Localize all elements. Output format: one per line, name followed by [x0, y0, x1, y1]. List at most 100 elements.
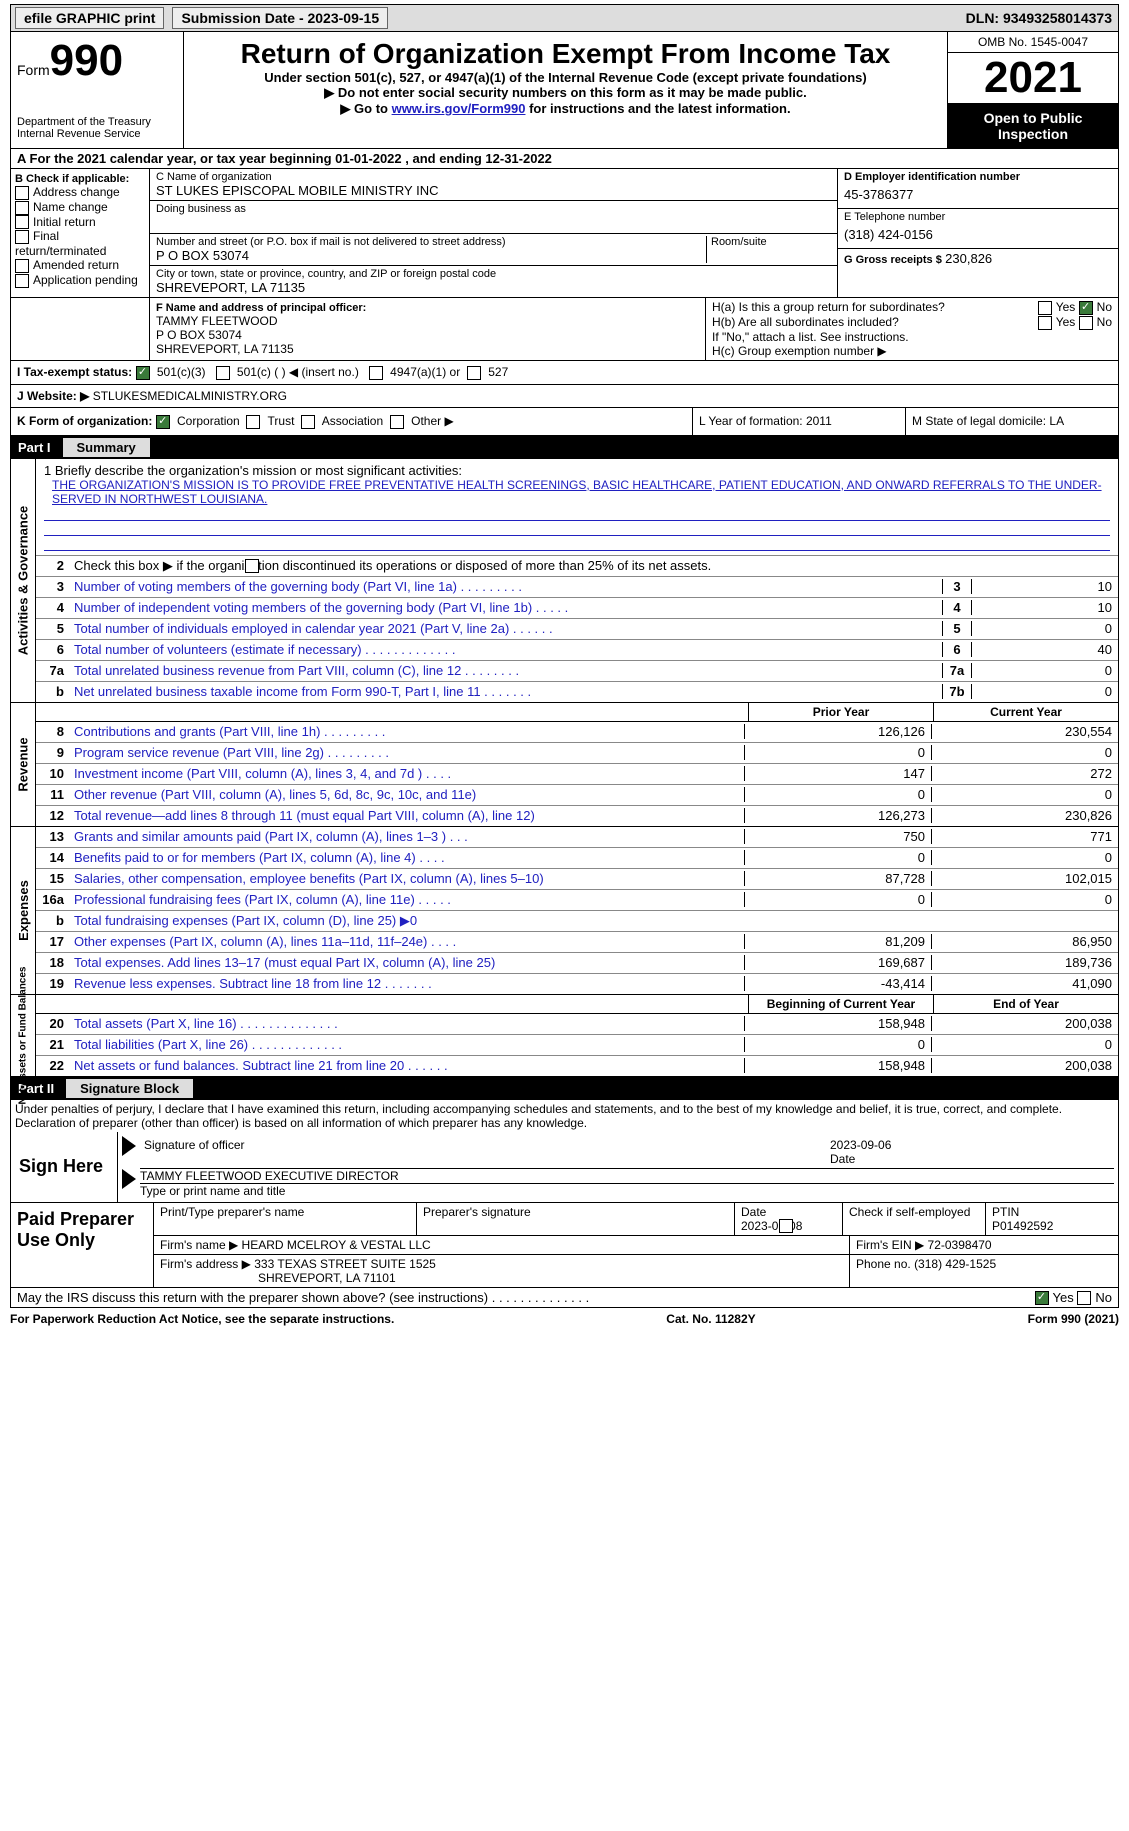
- sig-date: 2023-09-06Date: [830, 1138, 1110, 1166]
- part-1-header: Part I Summary: [10, 436, 1119, 459]
- form-org-label: K Form of organization:: [17, 414, 152, 428]
- chk-discuss-no[interactable]: [1077, 1291, 1091, 1305]
- firm-address: Firm's address ▶ 333 TEXAS STREET SUITE …: [153, 1255, 849, 1287]
- table-row: 19Revenue less expenses. Subtract line 1…: [36, 974, 1118, 994]
- table-row: 21Total liabilities (Part X, line 26) . …: [36, 1035, 1118, 1056]
- sig-arrow-icon: [122, 1136, 136, 1156]
- vtab-revenue: Revenue: [16, 737, 31, 791]
- vtab-expenses: Expenses: [16, 880, 31, 941]
- website-value: STLUKESMEDICALMINISTRY.ORG: [93, 389, 287, 403]
- line-2-text: Check this box ▶ if the organization dis…: [70, 556, 1118, 576]
- h-b-note: If "No," attach a list. See instructions…: [712, 330, 1112, 344]
- omb-number: OMB No. 1545-0047: [948, 32, 1118, 53]
- chk-self-employed[interactable]: [779, 1219, 793, 1233]
- year-formation: L Year of formation: 2011: [692, 408, 905, 435]
- form-title: Return of Organization Exempt From Incom…: [190, 38, 941, 70]
- ein-value: 45-3786377: [844, 183, 1112, 206]
- table-row: 20Total assets (Part X, line 16) . . . .…: [36, 1014, 1118, 1035]
- line-1-label: 1 Briefly describe the organization's mi…: [44, 463, 1110, 478]
- table-row: 8Contributions and grants (Part VIII, li…: [36, 722, 1118, 743]
- firm-name: Firm's name ▶ HEARD MCELROY & VESTAL LLC: [153, 1236, 849, 1254]
- officer-group-block: F Name and address of principal officer:…: [10, 297, 1119, 360]
- website-label: J Website: ▶: [17, 389, 89, 403]
- eoy-header: End of Year: [933, 995, 1118, 1013]
- phone-value: (318) 424-0156: [844, 223, 1112, 246]
- chk-association[interactable]: [301, 415, 315, 429]
- irs-link[interactable]: www.irs.gov/Form990: [392, 101, 526, 116]
- prep-ptin: PTINP01492592: [985, 1203, 1118, 1236]
- chk-527[interactable]: [467, 366, 481, 380]
- revenue-table: Revenue Prior Year Current Year 8Contrib…: [10, 703, 1119, 827]
- type-name-label: Type or print name and title: [140, 1183, 1114, 1198]
- table-row: 18Total expenses. Add lines 13–17 (must …: [36, 953, 1118, 974]
- city-value: SHREVEPORT, LA 71135: [156, 280, 831, 295]
- table-row: 7aTotal unrelated business revenue from …: [36, 661, 1118, 682]
- efile-print-button[interactable]: efile GRAPHIC print: [15, 7, 164, 29]
- form-subtitle-3: ▶ Go to www.irs.gov/Form990 for instruct…: [190, 101, 941, 117]
- chk-501c3[interactable]: [136, 366, 150, 380]
- chk-address-change[interactable]: Address change: [15, 185, 145, 200]
- perjury-declaration: Under penalties of perjury, I declare th…: [10, 1100, 1119, 1132]
- chk-discontinued[interactable]: [245, 559, 259, 573]
- expenses-table: Expenses 13Grants and similar amounts pa…: [10, 827, 1119, 995]
- sign-here-block: Sign Here Signature of officer 2023-09-0…: [10, 1132, 1119, 1203]
- net-assets-table: Net Assets or Fund Balances Beginning of…: [10, 995, 1119, 1077]
- line-a-calendar-year: A For the 2021 calendar year, or tax yea…: [10, 149, 1119, 169]
- form-header: Form990 Department of the Treasury Inter…: [10, 32, 1119, 149]
- tax-exempt-label: I Tax-exempt status:: [17, 365, 132, 379]
- org-identity-block: B Check if applicable: Address change Na…: [10, 169, 1119, 297]
- chk-application-pending[interactable]: Application pending: [15, 273, 145, 288]
- h-a-row: H(a) Is this a group return for subordin…: [712, 300, 1112, 315]
- chk-corporation[interactable]: [156, 415, 170, 429]
- firm-phone: Phone no. (318) 429-1525: [849, 1255, 1118, 1287]
- discuss-row: May the IRS discuss this return with the…: [10, 1288, 1119, 1308]
- paid-preparer-block: Paid Preparer Use Only Print/Type prepar…: [10, 1203, 1119, 1289]
- dept-irs: Internal Revenue Service: [17, 128, 177, 140]
- officer-addr2: SHREVEPORT, LA 71135: [156, 342, 699, 356]
- chk-final-return[interactable]: Final return/terminated: [15, 229, 145, 258]
- table-row: 12Total revenue—add lines 8 through 11 (…: [36, 806, 1118, 826]
- chk-initial-return[interactable]: Initial return: [15, 215, 145, 230]
- mission-text: THE ORGANIZATION'S MISSION IS TO PROVIDE…: [44, 478, 1110, 506]
- prep-name-label: Print/Type preparer's name: [153, 1203, 416, 1236]
- chk-discuss-yes[interactable]: [1035, 1291, 1049, 1305]
- org-name-label: C Name of organization: [156, 171, 831, 183]
- ein-label: D Employer identification number: [844, 171, 1112, 183]
- table-row: 22Net assets or fund balances. Subtract …: [36, 1056, 1118, 1076]
- h-c-row: H(c) Group exemption number ▶: [712, 344, 1112, 358]
- table-row: 3Number of voting members of the governi…: [36, 577, 1118, 598]
- form-subtitle-1: Under section 501(c), 527, or 4947(a)(1)…: [190, 70, 941, 85]
- chk-name-change[interactable]: Name change: [15, 200, 145, 215]
- boy-header: Beginning of Current Year: [748, 995, 933, 1013]
- table-row: 10Investment income (Part VIII, column (…: [36, 764, 1118, 785]
- chk-other[interactable]: [390, 415, 404, 429]
- officer-addr1: P O BOX 53074: [156, 328, 699, 342]
- officer-label: F Name and address of principal officer:: [156, 302, 699, 314]
- officer-sig-label: Signature of officer: [144, 1138, 830, 1166]
- prep-sig-label: Preparer's signature: [416, 1203, 734, 1236]
- chk-trust[interactable]: [246, 415, 260, 429]
- table-row: 15Salaries, other compensation, employee…: [36, 869, 1118, 890]
- table-row: 4Number of independent voting members of…: [36, 598, 1118, 619]
- chk-amended-return[interactable]: Amended return: [15, 258, 145, 273]
- gross-receipts-value: 230,826: [945, 251, 992, 266]
- activities-governance-table: Activities & Governance 1 Briefly descri…: [10, 459, 1119, 703]
- submission-date-label: Submission Date - 2023-09-15: [172, 7, 388, 29]
- table-row: bNet unrelated business taxable income f…: [36, 682, 1118, 702]
- gross-receipts-label: G Gross receipts $: [844, 254, 942, 266]
- table-row: bTotal fundraising expenses (Part IX, co…: [36, 911, 1118, 932]
- chk-4947[interactable]: [369, 366, 383, 380]
- chk-501c[interactable]: [216, 366, 230, 380]
- room-suite-label: Room/suite: [711, 236, 831, 248]
- table-row: 16aProfessional fundraising fees (Part I…: [36, 890, 1118, 911]
- dba-label: Doing business as: [156, 203, 831, 215]
- sign-here-label: Sign Here: [11, 1132, 118, 1202]
- form-number: Form990: [17, 36, 177, 86]
- table-row: 11Other revenue (Part VIII, column (A), …: [36, 785, 1118, 806]
- part-2-header: Part II Signature Block: [10, 1077, 1119, 1100]
- street-value: P O BOX 53074: [156, 248, 706, 263]
- phone-label: E Telephone number: [844, 211, 1112, 223]
- sig-arrow-icon-2: [122, 1169, 136, 1189]
- h-b-row: H(b) Are all subordinates included? Yes …: [712, 315, 1112, 330]
- prep-self-employed: Check if self-employed: [842, 1203, 985, 1236]
